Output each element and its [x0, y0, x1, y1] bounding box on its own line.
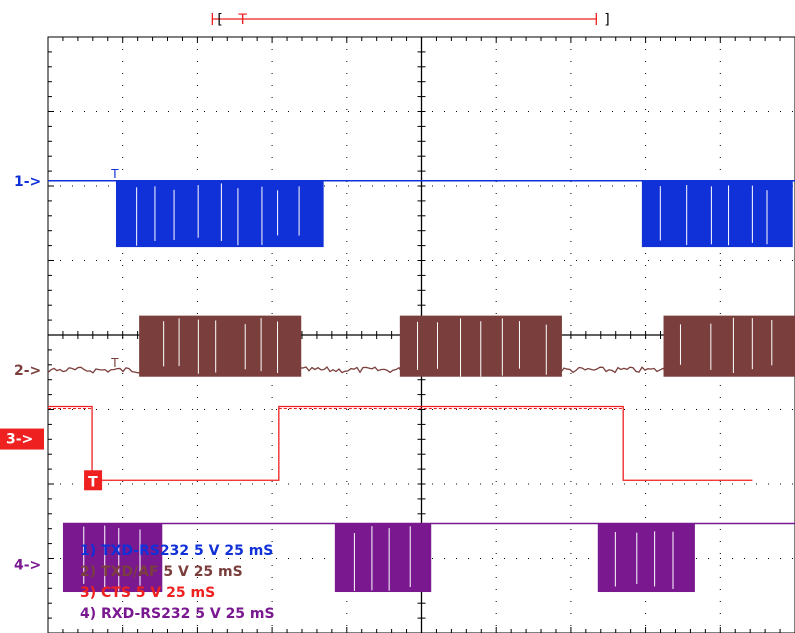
trace-burst	[139, 315, 302, 377]
trace-trigger-mark: T	[110, 167, 119, 181]
legend-entry-3: 3) CTS 5 V 25 mS	[80, 585, 215, 601]
channel-marker-3: 3->	[6, 432, 33, 448]
channel-legend: 1) TXD-RS232 5 V 25 mS 2) TXD/AF 5 V 25 m…	[80, 543, 275, 622]
top-marker-label: T	[237, 12, 247, 28]
trace-burst	[663, 315, 795, 377]
channel-marker-4: 4->	[14, 557, 41, 573]
trigger-box-label: T	[88, 474, 98, 490]
trace-cts	[48, 405, 753, 481]
trace-burst	[62, 523, 163, 593]
trace-burst	[115, 180, 324, 248]
legend-entry-2: 2) TXD/AF 5 V 25 mS	[80, 564, 243, 580]
traces: TT	[47, 167, 795, 593]
channel-marker-bg	[0, 428, 44, 450]
trace-burst	[597, 523, 695, 593]
channel-marker-1: 1->	[14, 174, 41, 190]
top-trigger-marker: [ T]	[211, 12, 612, 28]
legend-entry-1: 1) TXD-RS232 5 V 25 mS	[80, 543, 273, 559]
trace-burst	[334, 523, 432, 593]
top-marker-left-bracket: [	[215, 12, 223, 28]
trace-rxd-rs232	[62, 522, 795, 593]
top-marker-right-bracket: ]	[603, 12, 611, 28]
legend-entry-4: 4) RXD-RS232 5 V 25 mS	[80, 606, 275, 622]
trace-txd-af	[47, 315, 795, 377]
trace-line	[48, 405, 753, 481]
trace-burst	[641, 180, 793, 248]
trigger-box	[84, 470, 103, 491]
trace-txd-rs232	[48, 180, 795, 248]
trace-trigger-mark: T	[110, 356, 119, 370]
channel-marker-2: 2->	[14, 363, 41, 379]
channel-markers: 1-> 2-> 3-> T 4->	[0, 174, 103, 573]
